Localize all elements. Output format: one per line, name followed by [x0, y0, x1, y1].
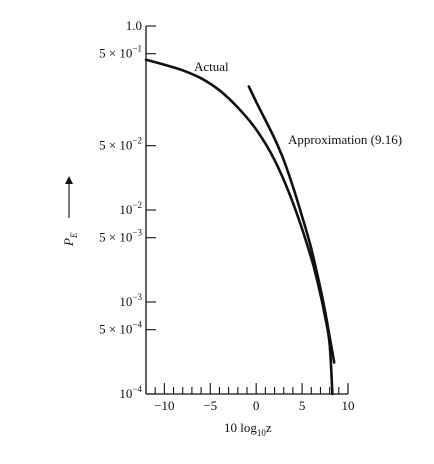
x-tick-label: 10 — [342, 398, 355, 413]
ticks-layer: 1.05 × 10−15 × 10−210−25 × 10−310−35 × 1… — [99, 18, 354, 413]
series-approximation-line — [247, 85, 336, 364]
x-tick-label: −5 — [203, 398, 217, 413]
x-tick-label: −10 — [154, 398, 174, 413]
y-axis-label-sub: E — [69, 232, 79, 239]
y-axis-label: PE — [61, 232, 79, 247]
x-axis-label: 10 log10z — [224, 420, 272, 438]
y-tick-label-mantissa: 5 × 10 — [99, 138, 132, 153]
y-tick-label-exponent: −3 — [132, 228, 142, 238]
y-tick-label-mantissa: 5 × 10 — [99, 230, 132, 245]
series-layer — [144, 58, 336, 396]
x-tick-label: 5 — [299, 398, 306, 413]
y-tick-label: 5 × 10−2 — [99, 136, 142, 153]
y-tick-label: 5 × 10−4 — [99, 320, 142, 337]
y-tick-label-mantissa: 10 — [119, 202, 132, 217]
y-tick-label-exponent: −4 — [132, 320, 142, 330]
y-tick-label: 10−2 — [119, 200, 142, 217]
y-tick-label-exponent: −1 — [132, 44, 142, 54]
y-tick-label-mantissa: 10 — [119, 294, 132, 309]
y-tick-label-mantissa: 5 × 10 — [99, 46, 132, 61]
annotation-approximation: Approximation (9.16) — [288, 132, 402, 147]
x-axis-label-main: 10 log — [224, 420, 257, 435]
y-tick-label: 1.0 — [126, 18, 142, 33]
y-tick-label-exponent: −3 — [132, 292, 142, 302]
x-axis-label-tail: z — [266, 420, 272, 435]
y-tick-label: 10−4 — [119, 384, 142, 401]
y-tick-label-mantissa: 5 × 10 — [99, 322, 132, 337]
y-tick-label-mantissa: 10 — [119, 386, 132, 401]
y-tick-label: 5 × 10−3 — [99, 228, 142, 245]
y-tick-label-exponent: −4 — [132, 384, 142, 394]
y-axis-label-main: P — [61, 238, 76, 247]
y-tick-label-mantissa: 1.0 — [126, 18, 142, 33]
x-tick-label: 0 — [253, 398, 260, 413]
y-tick-label-exponent: −2 — [132, 200, 142, 210]
y-tick-label: 10−3 — [119, 292, 142, 309]
y-axis-arrow-head — [65, 176, 73, 184]
y-tick-label-exponent: −2 — [132, 136, 142, 146]
y-axis-label-group: PE — [61, 176, 79, 247]
annotation-actual: Actual — [194, 59, 229, 74]
y-tick-label: 5 × 10−1 — [99, 44, 142, 61]
x-axis-label-sub: 10 — [257, 428, 267, 438]
